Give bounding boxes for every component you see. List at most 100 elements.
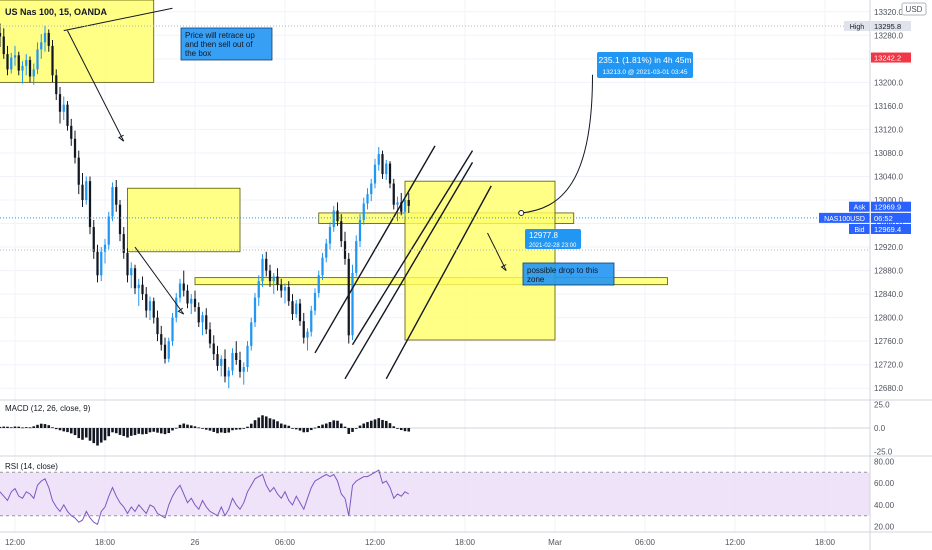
note-retrace-text: Price will retrace up and then sell out o… (185, 31, 255, 58)
candle-body (201, 315, 204, 323)
candle-body (88, 181, 92, 228)
candle (366, 188, 369, 210)
macd-bar (92, 428, 96, 444)
candle-body (178, 283, 182, 298)
candle (130, 262, 133, 289)
candle (148, 296, 152, 320)
note-leader-line[interactable] (63, 7, 173, 32)
macd-bar (231, 428, 234, 431)
macd-bar (298, 428, 302, 431)
note-drop-box[interactable] (522, 262, 615, 286)
macd-bar (156, 428, 159, 433)
bid-tag-value-bg[interactable] (871, 224, 911, 234)
candle-body (21, 65, 24, 71)
channel-line-lower-b[interactable] (385, 185, 492, 380)
macd-bar (324, 423, 328, 428)
price-tick-label: 13080.0 (874, 149, 903, 158)
note-retrace-box[interactable] (180, 27, 273, 61)
candle-body (385, 163, 388, 175)
channel-line-upper-a[interactable] (314, 145, 436, 354)
candle (313, 288, 317, 316)
candle-body (310, 310, 313, 332)
candle-body (272, 276, 275, 282)
supply-zone-top[interactable] (0, 0, 155, 83)
candle-body (156, 317, 159, 335)
macd-bar (384, 420, 388, 428)
macd-bar (388, 423, 392, 428)
candle (272, 272, 275, 295)
cursor-label-box[interactable] (525, 229, 581, 249)
projection-label-box[interactable] (597, 52, 693, 78)
symbol-title[interactable]: US Nas 100, 15, OANDA (5, 7, 108, 17)
candle-body (62, 104, 65, 112)
candle (407, 192, 410, 213)
high-tag-label-bg[interactable] (844, 21, 870, 31)
candle (283, 283, 287, 304)
candle-body (51, 45, 54, 76)
macd-bar (137, 428, 141, 434)
channel-line-upper-b[interactable] (351, 150, 474, 346)
candle-body (223, 358, 227, 377)
candle-body (118, 204, 122, 235)
supply-zone-mid[interactable] (127, 187, 241, 253)
macd-bar (396, 428, 399, 429)
candle (81, 172, 84, 208)
arrow-retrace-down[interactable] (67, 30, 125, 142)
projection-start-point[interactable] (518, 209, 525, 216)
candle-body (145, 294, 148, 311)
macd-bar (32, 426, 36, 428)
time-tick-label: 18:00 (455, 538, 476, 547)
macd-bar (242, 428, 246, 429)
currency-box[interactable] (901, 2, 927, 16)
high-tag-value-bg[interactable] (871, 21, 911, 31)
candle-body (325, 243, 328, 258)
candle (160, 325, 163, 351)
macd-bar (302, 428, 306, 433)
ask-tag-value-bg[interactable] (871, 201, 911, 212)
candle (396, 196, 399, 222)
macd-bar (62, 428, 66, 432)
rsi-tick-label: 80.00 (874, 457, 895, 466)
macd-bar (227, 428, 231, 433)
rsi-title[interactable]: RSI (14, close) (5, 462, 58, 471)
candle-body (32, 69, 35, 77)
symbol-tag-label-bg[interactable] (819, 212, 870, 223)
candle (28, 56, 32, 83)
time-tick-label: 12:00 (365, 538, 386, 547)
high-tag-label: High (850, 24, 865, 31)
candle (122, 227, 125, 259)
projection-curve[interactable] (521, 74, 593, 214)
rsi-line (0, 469, 410, 526)
macd-bar (163, 428, 167, 435)
target-box[interactable] (404, 180, 556, 341)
macd-bar (294, 428, 298, 430)
candle-body (298, 303, 302, 322)
candle-body (306, 331, 309, 338)
last-price-tag-value-bg[interactable] (871, 52, 911, 63)
candle-body (36, 49, 39, 70)
ask-tag-label-bg[interactable] (849, 201, 870, 212)
macd-title[interactable]: MACD (12, 26, close, 9) (5, 404, 91, 413)
macd-bar (24, 427, 28, 428)
price-tick-label: 12920.0 (874, 243, 903, 252)
bid-tag-label-bg[interactable] (849, 224, 870, 234)
candle (276, 268, 279, 291)
rsi-band (0, 472, 870, 516)
candle (238, 351, 242, 378)
arrow-possible-drop[interactable] (487, 232, 507, 271)
candle-body (171, 317, 174, 342)
symbol-tag-value-bg[interactable] (871, 212, 911, 223)
candle (325, 238, 328, 263)
candle (227, 367, 230, 389)
channel-line-lower-a[interactable] (344, 161, 474, 380)
macd-bar (201, 428, 204, 429)
candle-body (336, 210, 339, 222)
arrow-to-support[interactable] (134, 246, 185, 315)
candle (32, 63, 35, 85)
candle-body (276, 276, 279, 285)
macd-bar (343, 426, 347, 428)
candle (321, 252, 324, 280)
macd-bar (212, 428, 216, 432)
time-tick-label: 06:00 (635, 538, 656, 547)
